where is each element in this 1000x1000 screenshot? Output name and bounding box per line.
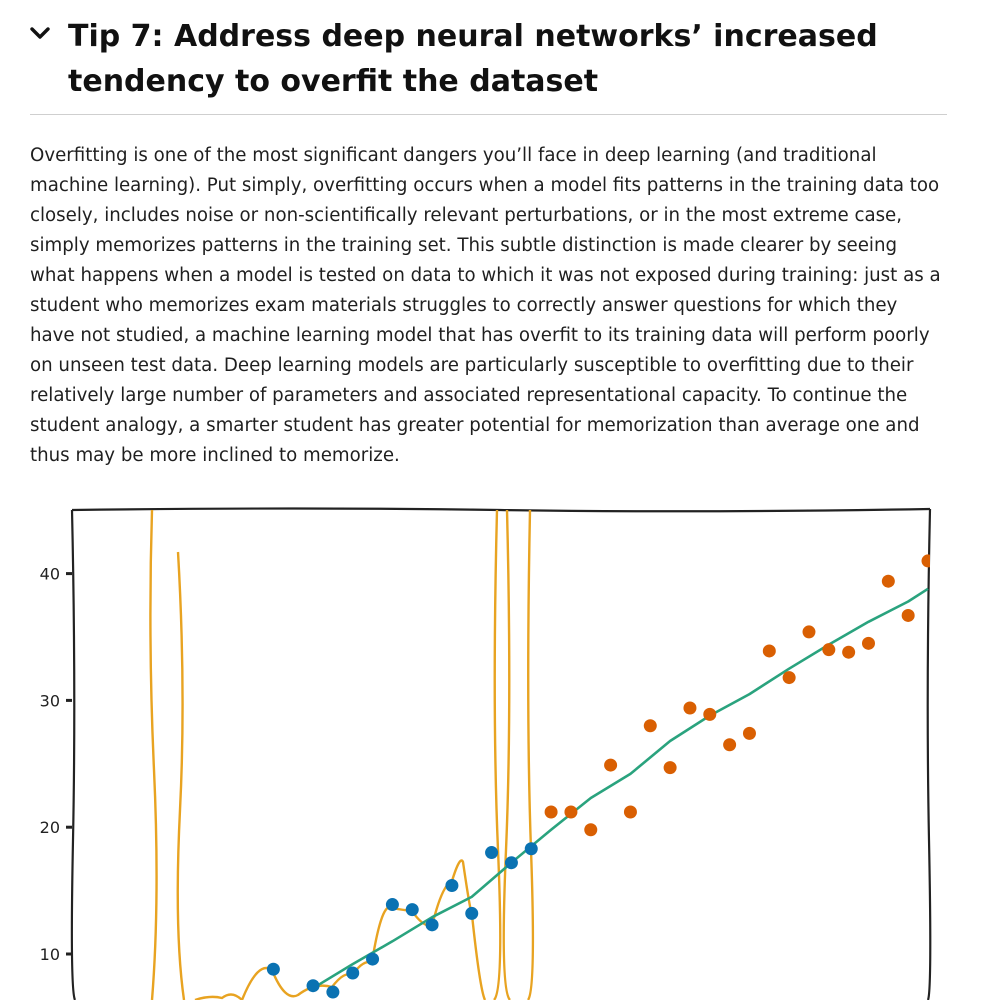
y-tick-label: 40 [40,565,60,584]
train-point [524,842,538,856]
train-point [425,918,439,932]
train-point [346,966,360,980]
section-title: Tip 7: Address deep neural networks’ inc… [68,19,878,99]
test-point [802,625,816,639]
test-point [663,761,677,775]
test-point [623,805,637,819]
test-point [782,671,796,685]
test-point [921,554,930,568]
overfit-curve-spike [502,510,511,1000]
test-point [842,645,856,659]
test-point [881,574,895,588]
test-point [544,805,558,819]
heading-divider [30,114,947,115]
train-point [306,979,320,993]
train-point [366,952,380,966]
overfitting-chart: 10 20 30 40 [40,507,932,1000]
train-point [266,962,280,976]
overfit-curve-spike [493,510,502,1000]
test-point [861,636,875,650]
train-point [385,898,399,912]
y-tick-label: 30 [40,691,60,710]
section-paragraph: Overfitting is one of the most significa… [30,145,941,466]
test-point [901,608,915,622]
y-tick-label: 20 [40,818,60,837]
overfit-curve-spike [149,510,158,1000]
test-point [703,707,717,721]
overfit-curve-spike [526,510,535,1000]
train-point [485,846,499,860]
overfitting-figure: 10 20 30 40 [0,490,1000,1000]
train-point [465,906,479,920]
test-point [723,738,737,752]
frame-right [926,508,932,1000]
overfit-curve-spike [176,551,186,1000]
tip-section: Tip 7: Address deep neural networks’ inc… [30,14,947,471]
test-point [564,805,578,819]
test-point [822,643,836,657]
test-point [683,701,697,715]
frame-top [71,507,931,513]
test-point [604,758,618,772]
train-point [326,985,340,999]
plot-frame [70,507,932,1000]
section-heading[interactable]: Tip 7: Address deep neural networks’ inc… [30,14,947,104]
test-point [643,719,657,733]
plot-area [149,510,930,1000]
frame-left [70,509,77,1000]
train-point [445,879,459,893]
test-point [742,726,756,740]
test-point [762,644,776,658]
overfit-curve [194,859,487,1000]
test-point [584,823,598,837]
y-tick-label: 10 [40,945,60,964]
fit-line [312,587,929,990]
y-axis: 10 20 30 40 [40,565,72,964]
chevron-down-icon[interactable] [30,14,56,59]
train-point [405,903,419,917]
train-point [504,856,518,870]
